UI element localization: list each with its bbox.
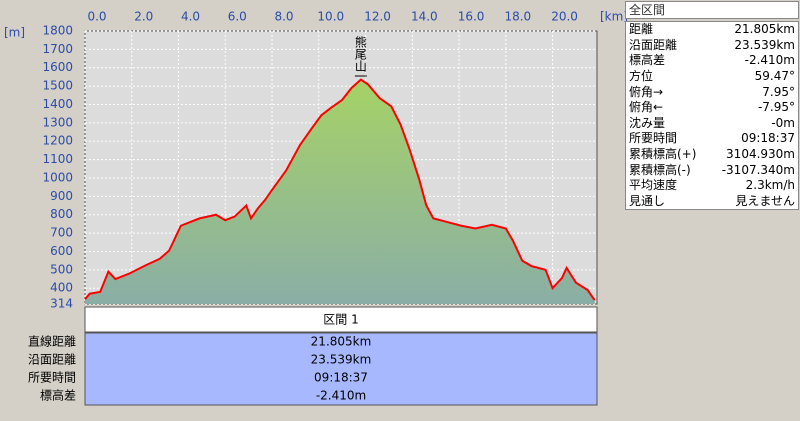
x-tick-label: 0.0 — [87, 10, 106, 24]
summary-value: 21.805km — [734, 22, 795, 37]
x-tick-label: 4.0 — [181, 10, 200, 24]
section-row-label: 直線距離 — [28, 334, 76, 349]
summary-row: 標高差 -2.410m — [626, 53, 799, 69]
section-rows-bg — [84, 332, 598, 406]
summary-row: 沿面距離 23.539km — [626, 38, 799, 54]
summary-label: 所要時間 — [629, 131, 678, 146]
section-row-label: 標高差 — [40, 388, 76, 403]
summary-row: 俯角→ 7.95° — [626, 84, 799, 100]
summary-value: -3107.340m — [721, 162, 795, 177]
summary-label: 方位 — [629, 69, 654, 84]
summary-row: 距離 21.805km — [626, 22, 799, 38]
y-tick-label: 1400 — [42, 97, 73, 111]
x-tick-label: 20.0 — [551, 10, 578, 24]
summary-value: 2.3km/h — [745, 178, 795, 193]
y-tick-label: 600 — [50, 244, 73, 258]
summary-label: 沈み量 — [629, 115, 666, 130]
section-row-value: 23.539km — [311, 353, 372, 367]
y-tick-label: 1200 — [42, 134, 73, 148]
y-tick-label: 1600 — [42, 60, 73, 74]
elevation-line — [84, 78, 596, 301]
peak-label: 熊尾山 — [353, 35, 367, 72]
summary-value: -7.95° — [757, 100, 795, 115]
y-tick-label: 1300 — [42, 115, 73, 129]
x-tick-label: 12.0 — [364, 10, 391, 24]
y-tick-label: 1500 — [42, 79, 73, 93]
y-tick-label: 500 — [50, 262, 73, 276]
summary-label: 累積標高(+) — [629, 147, 697, 162]
summary-title: 全区間 — [625, 1, 799, 19]
summary-value: 59.47° — [754, 69, 795, 84]
x-tick-label: 18.0 — [504, 10, 531, 24]
x-tick-label: 14.0 — [411, 10, 438, 24]
summary-panel: 全区間 距離 21.805km 沿面距離 23.539km 標高差 -2.410m 方位 59… — [625, 1, 799, 211]
summary-row: 沈み量 -0m — [626, 116, 799, 132]
summary-row: 累積標高(-) -3107.340m — [626, 162, 799, 178]
section-row-value: -2.410m — [316, 389, 366, 403]
summary-value: 3104.930m — [726, 147, 795, 162]
y-tick-label: 1000 — [42, 170, 73, 184]
summary-label: 見通し — [629, 193, 666, 208]
summary-value: -2.410m — [744, 53, 795, 68]
summary-value: 見えません — [735, 193, 795, 208]
summary-row: 累積標高(+) 3104.930m — [626, 147, 799, 163]
summary-value: -0m — [771, 115, 795, 130]
y-tick-label: 400 — [50, 281, 73, 295]
section-row-value: 09:18:37 — [314, 371, 368, 385]
summary-label: 距離 — [629, 22, 654, 37]
y-tick-label: 1800 — [42, 24, 73, 38]
x-tick-label: 6.0 — [228, 10, 247, 24]
y-tick-label: 314 — [50, 297, 73, 311]
summary-row: 見通し 見えません — [626, 194, 799, 210]
y-tick-label: 1700 — [42, 42, 73, 56]
summary-row: 所要時間 09:18:37 — [626, 131, 799, 147]
summary-row: 平均速度 2.3km/h — [626, 178, 799, 194]
section-panel: 区間 1 直線距離 21.805km 沿面距離 23.539km 所要時間 09:18:37… — [28, 306, 598, 406]
summary-value: 7.95° — [762, 84, 795, 99]
y-tick-label: 700 — [50, 226, 73, 240]
x-tick-label: 8.0 — [274, 10, 293, 24]
section-header-bg — [84, 306, 598, 333]
section-row-label: 所要時間 — [28, 371, 76, 385]
summary-table: 距離 21.805km 沿面距離 23.539km 標高差 -2.410m 方位 59.47°… — [625, 21, 799, 211]
x-unit: [km] — [600, 10, 628, 24]
summary-row: 俯角← -7.95° — [626, 100, 799, 116]
summary-label: 標高差 — [629, 53, 666, 68]
summary-row: 方位 59.47° — [626, 69, 799, 85]
summary-value: 09:18:37 — [741, 131, 795, 146]
summary-value: 23.539km — [734, 37, 795, 52]
section-title: 区間 1 — [323, 313, 358, 327]
summary-label: 累積標高(-) — [629, 162, 691, 177]
x-tick-label: 2.0 — [134, 10, 153, 24]
y-unit: [m] — [4, 26, 25, 40]
y-tick-label: 900 — [50, 189, 73, 203]
section-row-value: 21.805km — [311, 335, 372, 349]
elevation-area — [85, 79, 595, 304]
x-tick-label: 10.0 — [317, 10, 344, 24]
y-tick-label: 800 — [50, 207, 73, 221]
y-tick-label: 1100 — [42, 152, 73, 166]
section-row-label: 沿面距離 — [28, 353, 76, 367]
x-tick-label: 16.0 — [458, 10, 485, 24]
summary-label: 俯角→ — [629, 84, 664, 99]
summary-label: 沿面距離 — [629, 37, 678, 52]
summary-label: 俯角← — [629, 100, 664, 115]
summary-label: 平均速度 — [629, 178, 678, 193]
